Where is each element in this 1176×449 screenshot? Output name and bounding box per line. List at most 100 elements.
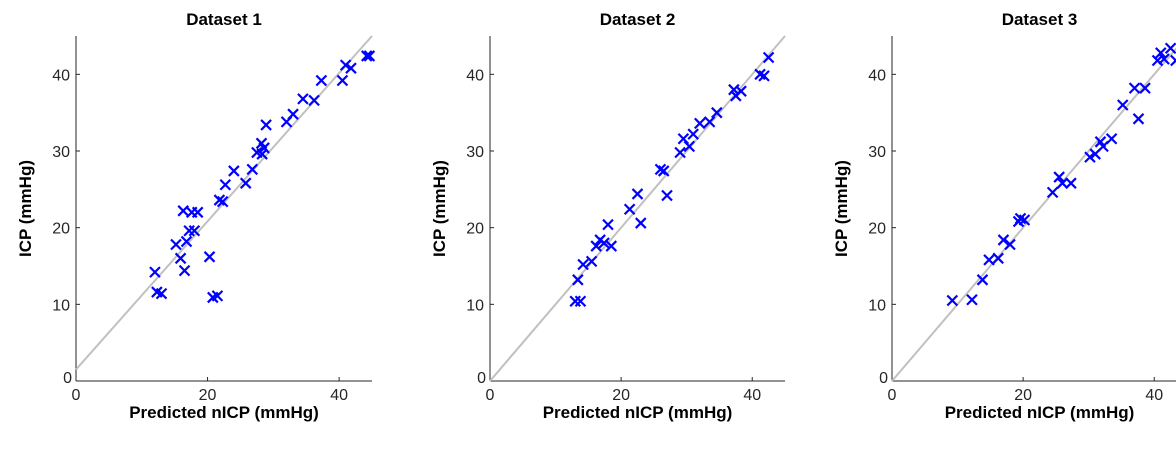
data-point	[1046, 186, 1059, 199]
y-axis-label: ICP (mmHg)	[430, 160, 449, 257]
data-point	[308, 94, 320, 107]
data-point	[966, 293, 978, 306]
data-point	[1132, 113, 1145, 125]
data-point	[687, 128, 700, 140]
data-point	[569, 295, 582, 308]
data-point	[177, 205, 189, 217]
data-point	[598, 237, 610, 249]
data-point	[315, 74, 328, 87]
data-point	[228, 165, 240, 177]
y-tick-label-zero: 0	[477, 370, 486, 387]
plot-dataset-1: 0 20 40 10 20 30 40 0 Dataset 1 Predicted nICP (m…	[16, 10, 376, 422]
data-point	[170, 238, 182, 251]
data-point	[674, 146, 686, 159]
data-point	[1105, 132, 1118, 145]
x-tick-label: 40	[743, 387, 761, 404]
y-tick-label: 10	[466, 297, 484, 314]
data-point	[661, 189, 673, 202]
data-point	[1004, 238, 1016, 251]
y-tick-label: 10	[52, 297, 70, 314]
data-point	[287, 108, 299, 120]
data-point	[183, 224, 195, 237]
data-point	[693, 117, 706, 130]
data-point	[260, 119, 272, 131]
chart-title: Dataset 1	[186, 10, 262, 29]
data-point	[1084, 151, 1096, 163]
data-point	[191, 206, 204, 219]
x-tick-label: 40	[330, 387, 348, 404]
data-point	[654, 163, 667, 176]
y-tick-label: 40	[466, 67, 484, 84]
y-tick-label: 30	[868, 144, 886, 161]
data-point	[360, 50, 373, 62]
x-tick-label: 0	[72, 387, 81, 404]
data-point	[1139, 82, 1151, 94]
data-point	[590, 240, 602, 252]
data-point	[178, 264, 191, 277]
data-point	[246, 163, 259, 176]
data-point	[946, 294, 959, 307]
data-point	[762, 51, 775, 64]
data-point	[1128, 82, 1141, 94]
data-point	[188, 224, 201, 237]
data-point	[174, 252, 187, 265]
x-tick-label: 0	[486, 387, 495, 404]
y-tick-label: 20	[868, 221, 886, 238]
data-point	[758, 70, 770, 82]
data-point	[1170, 54, 1176, 67]
x-tick-label: 20	[612, 387, 630, 404]
data-point	[585, 255, 598, 268]
data-point	[657, 165, 670, 177]
data-point	[631, 188, 644, 200]
data-point	[1158, 53, 1170, 65]
data-point	[297, 93, 309, 105]
x-axis-label: Predicted nICP (mmHg)	[945, 403, 1135, 422]
x-tick-label: 0	[888, 387, 897, 404]
y-tick-label: 30	[52, 144, 70, 161]
identity-line	[489, 35, 786, 382]
y-tick-label: 40	[52, 67, 70, 84]
data-point	[683, 140, 696, 153]
y-tick-label: 20	[52, 221, 70, 238]
data-point	[1053, 171, 1065, 183]
data-point	[363, 50, 376, 62]
data-point	[345, 62, 357, 74]
data-point	[213, 194, 226, 206]
data-point	[1116, 99, 1129, 111]
y-tick-label: 40	[868, 67, 886, 84]
data-point	[216, 195, 229, 208]
y-tick-label-zero: 0	[879, 370, 888, 387]
data-point	[1164, 42, 1176, 55]
data-point	[1155, 47, 1167, 59]
data-point	[211, 290, 224, 302]
data-point	[336, 74, 349, 87]
x-axis-label: Predicted nICP (mmHg)	[129, 403, 319, 422]
data-point	[574, 295, 587, 308]
data-point	[735, 85, 747, 97]
y-tick-label: 20	[466, 221, 484, 238]
data-point	[155, 287, 168, 300]
y-tick-label-zero: 0	[63, 370, 72, 387]
y-axis-label: ICP (mmHg)	[16, 160, 35, 257]
data-point	[149, 266, 161, 278]
data-point	[339, 59, 352, 71]
data-point	[180, 235, 193, 248]
x-tick-label: 20	[199, 387, 217, 404]
x-tick-label: 20	[1014, 387, 1032, 404]
data-point	[1018, 214, 1031, 226]
data-point	[703, 116, 716, 128]
y-tick-label: 10	[868, 297, 886, 314]
data-point	[203, 251, 216, 263]
chart-title: Dataset 2	[600, 10, 676, 29]
identity-line	[891, 47, 1176, 382]
data-point	[239, 177, 252, 189]
x-axis-label: Predicted nICP (mmHg)	[543, 403, 733, 422]
data-point	[1056, 177, 1069, 189]
data-point	[634, 217, 647, 229]
chart-title: Dataset 3	[1002, 10, 1078, 29]
data-point	[992, 252, 1004, 265]
data-point	[602, 218, 614, 231]
data-point	[572, 274, 584, 286]
plot-dataset-2: 0 20 40 10 20 30 40 0 Dataset 2 Predicted nICP (m…	[430, 10, 786, 422]
